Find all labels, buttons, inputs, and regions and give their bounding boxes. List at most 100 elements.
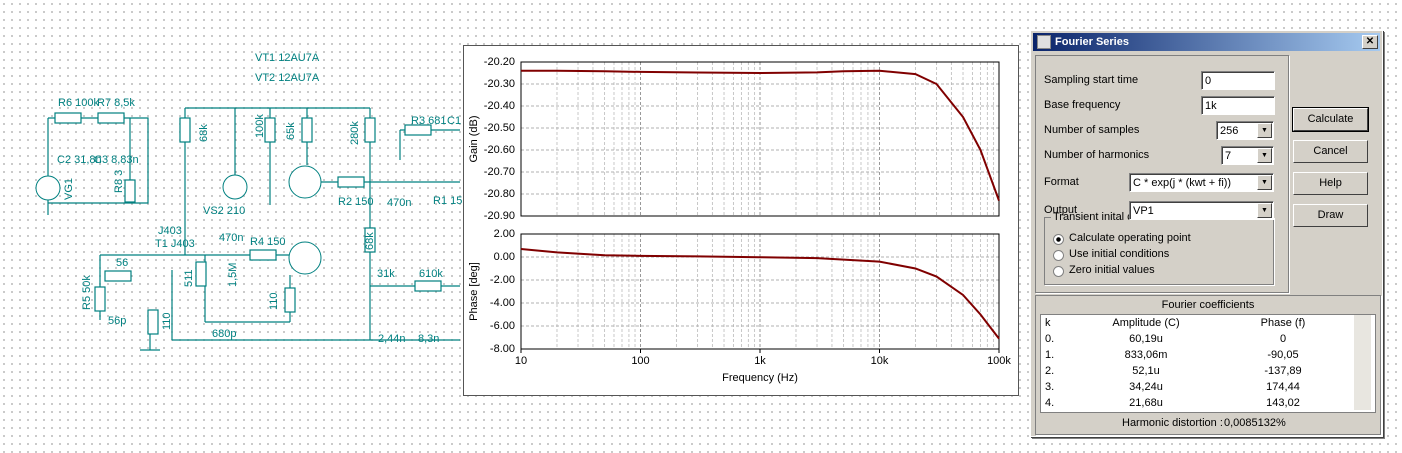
y-tick-label: -20.40 <box>484 100 515 112</box>
x-tick-label: 1k <box>754 355 766 367</box>
component-label: 470n <box>387 197 411 209</box>
component-label: R6 100k <box>58 97 99 109</box>
table-cell: 0. <box>1045 333 1055 345</box>
component-label: 110 <box>268 292 280 310</box>
button[interactable]: Help <box>1293 172 1368 195</box>
component-label: 56 <box>116 257 128 269</box>
radio[interactable] <box>1053 250 1064 261</box>
component-label: 280k <box>349 121 361 145</box>
component-label: R5 50k <box>81 275 93 310</box>
component-label: 68k <box>198 124 210 142</box>
y-tick-label: -4.00 <box>490 297 515 309</box>
table-cell: 143,02 <box>1266 397 1300 409</box>
table-cell: 21,68u <box>1129 397 1163 409</box>
radio-label: Use initial conditions <box>1069 248 1170 260</box>
y-tick-label: -20.30 <box>484 78 515 90</box>
dropdown-arrow: ▼ <box>1257 123 1272 138</box>
field-value[interactable]: 256 ▼ <box>1216 121 1274 140</box>
y-tick-label: -20.50 <box>484 122 515 134</box>
button[interactable]: Draw <box>1293 204 1368 227</box>
field-value[interactable]: C * exp(j * (kwt + fi)) ▼ <box>1129 173 1274 192</box>
column-header: Phase (f) <box>1260 317 1306 329</box>
field-value[interactable]: 1k <box>1201 96 1275 115</box>
table-cell: 0 <box>1279 333 1287 345</box>
field-label: Sampling start time <box>1044 74 1139 86</box>
field-value[interactable]: 7 ▼ <box>1221 146 1274 165</box>
scrollbar[interactable] <box>1354 315 1371 410</box>
table-cell: 174,44 <box>1266 381 1300 393</box>
y-tick-label: -20.80 <box>484 188 515 200</box>
plot-window: -20.20 -20.30 -20.40 -20.50 -20.60 -20.70 -20.… <box>463 45 1019 396</box>
component-label: VT2 12AU7A <box>255 72 320 84</box>
close-button[interactable]: ✕ <box>1362 35 1378 49</box>
dropdown-arrow: ▼ <box>1257 148 1272 163</box>
field-label: Format <box>1044 176 1079 188</box>
data-line <box>520 247 1000 340</box>
table-cell: 60,19u <box>1129 333 1163 345</box>
component-label: R4 150 <box>250 236 285 248</box>
y-tick-label: 0.00 <box>494 251 515 263</box>
component-label: T1 J403 <box>155 238 195 250</box>
component-label: 511 <box>183 269 195 287</box>
radio-label: Calculate operating point <box>1069 232 1191 244</box>
component-label: R8 3 <box>113 170 125 193</box>
radio-label: Zero initial values <box>1069 264 1155 276</box>
table-cell: -90,05 <box>1267 349 1299 361</box>
field-label: Base frequency <box>1044 99 1121 111</box>
y-tick-label: -8.00 <box>490 343 515 355</box>
x-tick-label: 10k <box>871 355 889 367</box>
app-icon <box>1037 35 1051 49</box>
y-tick-label: 2.00 <box>494 228 515 240</box>
table-cell: 833,06m <box>1124 349 1168 361</box>
component-label: VG1 <box>63 178 75 200</box>
component-label: 56p <box>108 315 126 327</box>
y-tick-label: -6.00 <box>490 320 515 332</box>
component-label: 65k <box>285 122 297 140</box>
table-cell: 1. <box>1045 349 1055 361</box>
button[interactable]: Cancel <box>1293 140 1368 163</box>
radio[interactable] <box>1053 266 1064 277</box>
table-cell: 2. <box>1045 365 1055 377</box>
component-label: 100k <box>254 114 266 138</box>
x-axis-label: Frequency (Hz) <box>722 372 798 384</box>
wires <box>47 107 460 351</box>
table-cell: 34,24u <box>1129 381 1163 393</box>
y-tick-label: -20.90 <box>484 210 515 222</box>
component-label: R1 15 <box>433 195 462 207</box>
settings-panel <box>1035 55 1289 293</box>
x-tick-label: 100k <box>987 355 1011 367</box>
component-label: 470n <box>219 232 243 244</box>
table-cell: 3. <box>1045 381 1055 393</box>
data-line <box>521 69 1000 201</box>
component-label: C2 31,8n <box>57 154 102 166</box>
plot-frame <box>520 233 1000 350</box>
component-label: C3 8,83n <box>94 154 139 166</box>
distortion-label: Harmonic distortion : <box>1122 417 1223 429</box>
component-label: 31k <box>377 268 395 280</box>
component-label: VS2 210 <box>203 205 245 217</box>
y-tick-label: -20.70 <box>484 166 515 178</box>
table-cell: 4. <box>1045 397 1055 409</box>
y-axis-label: Gain (dB) <box>468 115 480 162</box>
x-tick-label: 10 <box>515 355 527 367</box>
coefficients-title: Fourier coefficients <box>1161 299 1255 311</box>
field-value[interactable]: 0 <box>1201 71 1275 90</box>
component-label: R7 8,5k <box>97 97 135 109</box>
components <box>35 112 442 335</box>
button[interactable]: Calculate <box>1292 107 1369 132</box>
component-label: 68k <box>364 232 376 250</box>
column-header: Amplitude (C) <box>1112 317 1180 329</box>
table-cell: -137,89 <box>1264 365 1302 377</box>
field-value[interactable]: VP1 ▼ <box>1129 201 1274 220</box>
y-tick-label: -20.60 <box>484 144 515 156</box>
distortion-value: 0,0085132% <box>1224 417 1286 429</box>
field-label: Number of harmonics <box>1044 149 1150 161</box>
y-tick-label: -2.00 <box>490 274 515 286</box>
radio[interactable] <box>1053 234 1064 245</box>
y-axis-label: Phase [deg] <box>468 262 480 321</box>
coefficients-panel: Fourier coefficients k Amplitude (C) Phase… <box>1035 295 1381 435</box>
coefficients-table: k Amplitude (C) Phase (f) 0. 60,19u 0 1. 833,06… <box>1040 314 1376 413</box>
